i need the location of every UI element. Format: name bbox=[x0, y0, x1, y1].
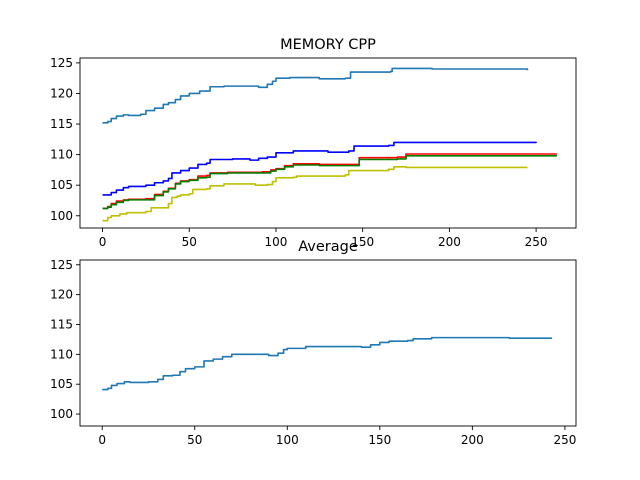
series-line-5 bbox=[102, 166, 528, 222]
y-tick-label: 100 bbox=[50, 209, 73, 223]
series-line-2 bbox=[102, 141, 537, 196]
x-tick-label: 200 bbox=[461, 433, 484, 447]
series-line-1 bbox=[102, 336, 552, 391]
x-tick-label: 50 bbox=[182, 235, 197, 249]
y-tick-label: 105 bbox=[50, 178, 73, 192]
y-tick-label: 110 bbox=[50, 347, 73, 361]
x-tick-label: 200 bbox=[438, 235, 461, 249]
series-group bbox=[102, 336, 552, 391]
y-tick-label: 110 bbox=[50, 148, 73, 162]
x-tick-label: 100 bbox=[265, 235, 288, 249]
x-tick-label: 250 bbox=[525, 235, 548, 249]
x-tick-label: 100 bbox=[276, 433, 299, 447]
series-group bbox=[102, 67, 557, 222]
x-tick-label: 0 bbox=[99, 235, 107, 249]
chart-memory-cpp: MEMORY CPP 0 50 100 150 200 250 100 105 110 115 12… bbox=[50, 37, 577, 249]
series-line-1 bbox=[102, 67, 529, 124]
series-line-3 bbox=[102, 153, 557, 210]
x-tick-label: 150 bbox=[351, 235, 374, 249]
y-tick-label: 125 bbox=[50, 56, 73, 70]
y-tick-label: 100 bbox=[50, 407, 73, 421]
y-tick-label: 115 bbox=[50, 317, 73, 331]
ticks-group: 0 50 100 150 200 250 100 105 110 115 120 125 bbox=[50, 56, 547, 249]
chart-title: Average bbox=[298, 239, 358, 255]
chart-title: MEMORY CPP bbox=[280, 37, 376, 53]
y-tick-label: 125 bbox=[50, 258, 73, 272]
y-tick-label: 115 bbox=[50, 117, 73, 131]
series-line-4 bbox=[102, 155, 557, 210]
plot-frame bbox=[79, 259, 577, 427]
y-tick-label: 105 bbox=[50, 377, 73, 391]
ticks-group: 0 50 100 150 200 250 100 105 110 115 120 125 bbox=[50, 258, 576, 447]
x-tick-label: 50 bbox=[187, 433, 202, 447]
chart-average: 0 50 100 150 200 250 100 105 110 115 120 125 Averag… bbox=[50, 239, 577, 447]
plot-frame bbox=[79, 57, 577, 229]
y-tick-label: 120 bbox=[50, 86, 73, 100]
x-tick-label: 250 bbox=[553, 433, 576, 447]
y-tick-label: 120 bbox=[50, 288, 73, 302]
x-tick-label: 150 bbox=[368, 433, 391, 447]
x-tick-label: 0 bbox=[98, 433, 106, 447]
